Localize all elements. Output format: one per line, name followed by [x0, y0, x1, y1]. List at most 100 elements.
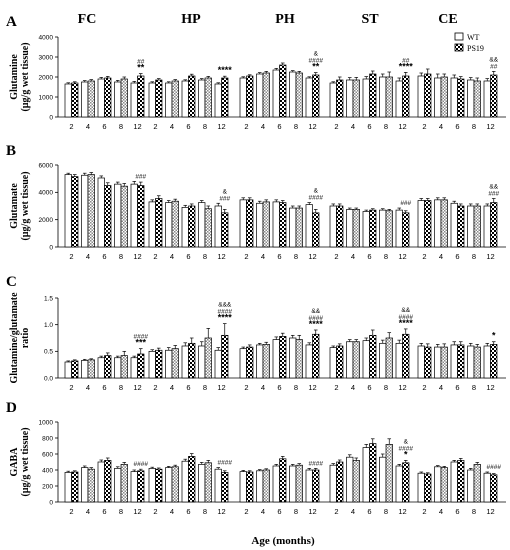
x-tick-label: 2: [334, 507, 338, 516]
significance-annotation: &&: [401, 307, 410, 314]
x-tick-label: 2: [422, 122, 426, 131]
bar-wt: [130, 471, 138, 503]
bar-wt: [417, 472, 425, 503]
x-tick-label: 12: [398, 252, 406, 261]
bar-ps19: [385, 76, 393, 118]
x-tick-label: 12: [217, 383, 225, 392]
x-tick-label: 2: [422, 252, 426, 261]
region-header-st: ST: [361, 12, 379, 27]
bar-ps19: [490, 344, 498, 379]
x-tick-label: 4: [351, 383, 355, 392]
bar-wt: [467, 79, 475, 118]
bar-ps19: [204, 208, 212, 248]
bar-ps19: [188, 75, 196, 118]
bar-ps19: [171, 348, 179, 379]
bar-wt: [148, 468, 156, 503]
x-tick-label: 4: [261, 252, 265, 261]
panel-b: 0 2000 4000 6000 Glutamate (µg/g wet tissue) 2…: [9, 162, 506, 261]
bar-wt: [305, 469, 313, 503]
group-hp: 2 4 6 8 12: [148, 453, 229, 516]
bar-wt: [181, 207, 189, 248]
bar-wt: [97, 78, 105, 118]
bar-wt: [483, 205, 491, 248]
significance-annotation: ##: [137, 59, 145, 66]
bar-ps19: [137, 75, 145, 118]
bar-wt: [450, 344, 458, 379]
y-tick-label: 0.0: [44, 375, 53, 382]
x-tick-label: 12: [308, 507, 316, 516]
bar-wt: [97, 357, 105, 379]
x-tick-label: 6: [102, 122, 106, 131]
bar-ps19: [155, 198, 163, 248]
bar-wt: [81, 81, 89, 118]
bar-wt: [434, 346, 442, 379]
x-tick-label: 6: [455, 383, 459, 392]
y-tick-label: 1000: [39, 419, 54, 426]
x-tick-label: 8: [384, 252, 388, 261]
group-hp: 2 4 6 8 12: [148, 323, 229, 392]
bar-ps19: [188, 205, 196, 248]
x-tick-label: 2: [244, 383, 248, 392]
x-tick-label: 8: [119, 507, 123, 516]
bar-ps19: [352, 341, 360, 379]
x-tick-label: 6: [102, 383, 106, 392]
bar-ps19: [279, 202, 287, 248]
bar-ps19: [440, 346, 448, 379]
y-axis-label: (µg/g wet tissue): [20, 42, 31, 111]
x-tick-label: 8: [294, 383, 298, 392]
y-tick-label: 0: [49, 499, 53, 506]
bar-ps19: [71, 82, 79, 118]
bar-wt: [148, 201, 156, 248]
bar-wt: [467, 345, 475, 379]
bar-wt: [483, 80, 491, 118]
y-axis-label: (µg/g wet tissue): [20, 427, 31, 496]
bar-ps19: [204, 337, 212, 379]
group-ph: 2 4 6 8 12: [239, 62, 320, 131]
bar-ps19: [104, 460, 112, 503]
bar-wt: [289, 207, 297, 248]
significance-annotation: ####: [487, 464, 502, 471]
group-hp: 2 4 6 8 12: [148, 73, 229, 131]
x-tick-label: 12: [486, 122, 494, 131]
bar-ps19: [385, 444, 393, 503]
y-tick-label: 6000: [39, 162, 54, 169]
group-fc: 2 4 6 8 12: [64, 172, 145, 261]
x-tick-label: 4: [351, 122, 355, 131]
bar-wt: [434, 77, 442, 118]
bar-ps19: [246, 75, 254, 118]
bar-wt: [395, 209, 403, 248]
bar-wt: [81, 174, 89, 248]
bar-ps19: [440, 76, 448, 118]
bar-wt: [379, 209, 387, 248]
x-tick-label: 4: [351, 507, 355, 516]
bar-wt: [305, 344, 313, 379]
significance-annotation: ####: [218, 309, 233, 316]
bar-wt: [256, 470, 264, 503]
bar-ps19: [87, 80, 95, 118]
bar-wt: [450, 77, 458, 118]
bar-ps19: [279, 458, 287, 503]
significance-annotation: **: [312, 62, 320, 72]
x-tick-label: 6: [102, 252, 106, 261]
panel-label-b: B: [6, 143, 16, 159]
x-tick-label: 8: [294, 252, 298, 261]
significance-annotation: &&: [489, 183, 498, 190]
bar-ps19: [221, 212, 229, 248]
bar-ps19: [336, 345, 344, 379]
region-header-fc: FC: [78, 12, 97, 27]
x-tick-label: 8: [472, 252, 476, 261]
bar-wt: [181, 80, 189, 118]
x-tick-label: 12: [308, 122, 316, 131]
bar-ps19: [295, 464, 303, 503]
legend: WT PS19: [454, 32, 484, 53]
panel-d: 0 200 400 600 800 1000 GABA (µg/g wet tissue) 2 4…: [9, 419, 506, 516]
bar-ps19: [295, 207, 303, 248]
bar-wt: [395, 342, 403, 379]
bar-ps19: [120, 464, 128, 503]
x-tick-label: 6: [367, 507, 371, 516]
bar-ps19: [424, 200, 432, 248]
x-tick-label: 2: [153, 122, 157, 131]
group-ph: 2 4 6 8 12: [239, 456, 320, 516]
x-tick-label: 4: [261, 507, 265, 516]
y-tick-label: 1.5: [44, 295, 53, 302]
